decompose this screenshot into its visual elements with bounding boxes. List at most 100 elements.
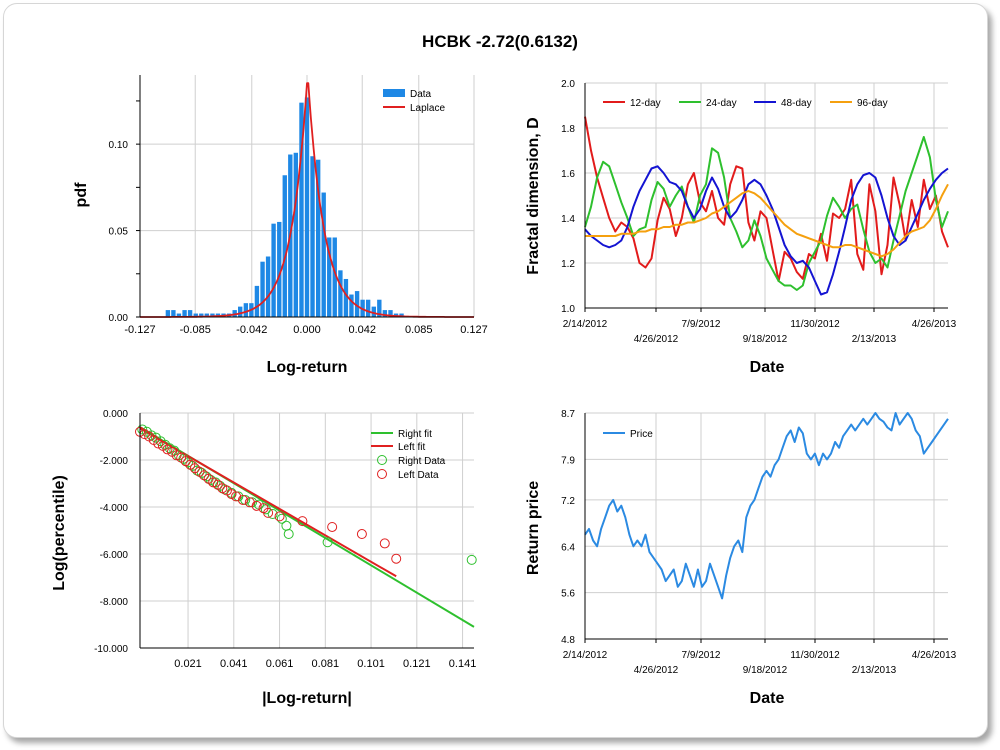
main-title: HCBK -2.72(0.6132) bbox=[422, 32, 578, 51]
chart-frame bbox=[3, 3, 988, 738]
right-data-point bbox=[240, 494, 251, 505]
histogram-bar bbox=[327, 237, 332, 317]
left-data-point bbox=[274, 511, 285, 522]
y-tick-label: 6.4 bbox=[561, 542, 575, 553]
right-data-point bbox=[281, 520, 292, 531]
x-tick-label: 0.081 bbox=[312, 658, 340, 670]
histogram-bar bbox=[338, 270, 343, 317]
x-tick-label: 9/18/2012 bbox=[743, 665, 788, 676]
left-data-point bbox=[162, 444, 173, 455]
left-data-point bbox=[153, 438, 164, 449]
x-axis-label: Date bbox=[750, 359, 785, 376]
histogram-bar bbox=[304, 97, 310, 317]
y-tick-label: 8.7 bbox=[561, 409, 575, 420]
x-tick-label: 0.000 bbox=[293, 324, 321, 336]
histogram-bar bbox=[354, 291, 360, 317]
histogram-bar bbox=[187, 310, 193, 317]
y-tick-label: 0.00 bbox=[109, 313, 129, 324]
histogram-bar bbox=[332, 237, 337, 317]
left-data-point bbox=[263, 507, 274, 518]
histogram-bar bbox=[254, 285, 260, 317]
right-data-point bbox=[267, 509, 278, 520]
left-data-point bbox=[208, 477, 219, 488]
histogram-bar bbox=[388, 310, 393, 317]
legend-swatch bbox=[377, 469, 387, 479]
y-tick-label: 1.0 bbox=[561, 304, 575, 315]
legend-label: 96-day bbox=[857, 98, 888, 109]
histogram-bar bbox=[176, 313, 182, 317]
histogram-bar bbox=[282, 175, 287, 317]
x-axis-label: |Log-return| bbox=[262, 690, 352, 707]
histogram-bar bbox=[182, 310, 187, 317]
y-tick-label: 1.6 bbox=[561, 169, 575, 180]
y-tick-label: 7.9 bbox=[561, 455, 575, 466]
right-data-point bbox=[260, 504, 271, 515]
legend-swatch bbox=[377, 455, 387, 465]
y-tick-label: 1.2 bbox=[561, 259, 575, 270]
histogram-bar bbox=[310, 156, 315, 317]
x-tick-label: 2/14/2012 bbox=[563, 319, 608, 330]
x-tick-label: 4/26/2012 bbox=[634, 334, 679, 345]
left-data-point bbox=[237, 494, 248, 505]
histogram-bar bbox=[293, 152, 299, 317]
histogram-bar bbox=[377, 299, 382, 317]
left-data-point bbox=[251, 500, 262, 511]
x-tick-label: 11/30/2012 bbox=[790, 319, 840, 330]
y-tick-label: 4.8 bbox=[561, 635, 575, 646]
x-tick-label: 4/26/2012 bbox=[634, 665, 679, 676]
right-data-point bbox=[322, 537, 333, 548]
right-data-point bbox=[137, 424, 148, 435]
fractal-line-12-day bbox=[584, 116, 949, 282]
x-tick-label: 11/30/2012 bbox=[790, 650, 840, 661]
legend-swatch-data bbox=[383, 89, 405, 97]
histogram-bar bbox=[365, 299, 371, 317]
x-tick-label: 0.127 bbox=[460, 324, 488, 336]
legend-label: Laplace bbox=[410, 103, 445, 114]
x-tick-label: 0.085 bbox=[405, 324, 433, 336]
histogram-bar bbox=[165, 310, 171, 317]
histogram-bar bbox=[371, 306, 376, 317]
x-tick-label: 4/26/2013 bbox=[912, 319, 957, 330]
histogram-bar bbox=[265, 256, 271, 317]
y-tick-label: 0.000 bbox=[103, 409, 128, 420]
histogram-bar bbox=[271, 223, 276, 317]
histogram-bar bbox=[210, 313, 215, 317]
x-tick-label: 0.121 bbox=[403, 658, 431, 670]
left-data-point bbox=[217, 483, 228, 494]
right-data-point bbox=[205, 474, 216, 485]
fractal-line-96-day bbox=[585, 183, 949, 258]
x-tick-label: 0.041 bbox=[220, 658, 248, 670]
y-tick-label: -8.000 bbox=[100, 597, 129, 608]
x-tick-label: -0.042 bbox=[236, 324, 267, 336]
legend-label: Left fit bbox=[398, 442, 425, 453]
x-tick-label: 2/13/2013 bbox=[852, 665, 897, 676]
histogram-bar bbox=[315, 159, 321, 317]
legend-label: Left Data bbox=[398, 470, 439, 481]
histogram-bar bbox=[321, 192, 326, 317]
y-axis-label: Log(percentile) bbox=[51, 475, 68, 591]
legend-label: 24-day bbox=[706, 98, 737, 109]
right-data-point bbox=[276, 513, 287, 524]
x-tick-label: 0.042 bbox=[348, 324, 376, 336]
right-data-point bbox=[283, 529, 294, 540]
y-axis-label: Fractal dimension, D bbox=[525, 117, 542, 274]
right-data-point bbox=[466, 554, 477, 565]
legend-label: Right Data bbox=[398, 456, 446, 467]
y-tick-label: 1.4 bbox=[561, 214, 575, 225]
histogram-bar bbox=[299, 102, 304, 318]
y-tick-label: 5.6 bbox=[561, 589, 575, 600]
legend-label: Right fit bbox=[398, 429, 432, 440]
y-tick-label: -4.000 bbox=[100, 503, 129, 514]
x-tick-label: -0.085 bbox=[180, 324, 211, 336]
x-tick-label: 4/26/2013 bbox=[912, 650, 957, 661]
right-data-point bbox=[164, 443, 175, 454]
legend-label: 12-day bbox=[630, 98, 661, 109]
fractal-line-24-day bbox=[584, 136, 949, 291]
y-tick-label: 2.0 bbox=[561, 79, 575, 90]
x-tick-label: 2/14/2012 bbox=[563, 650, 608, 661]
y-tick-label: -10.000 bbox=[94, 644, 128, 655]
y-axis-label: pdf bbox=[73, 182, 90, 208]
histogram-bar bbox=[204, 313, 209, 317]
y-tick-label: 1.8 bbox=[561, 124, 575, 135]
